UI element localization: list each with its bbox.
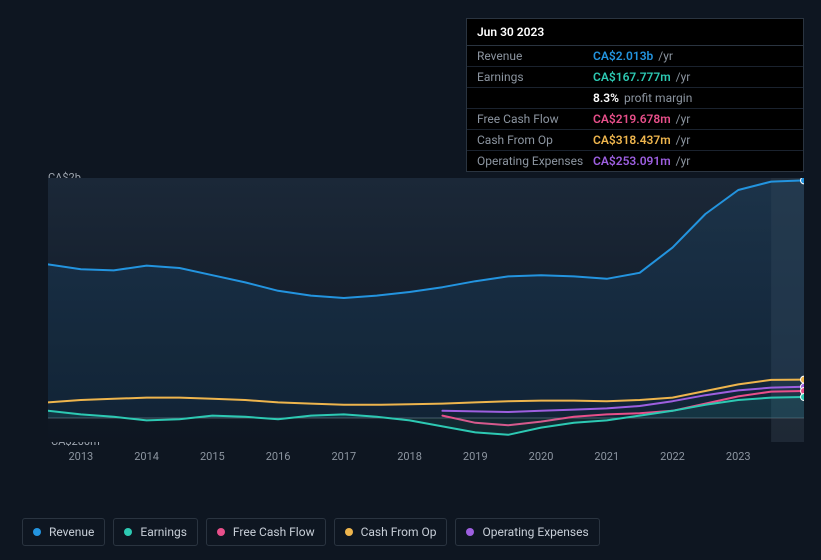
x-axis-tick: 2019 <box>463 450 488 463</box>
line-chart: 2013 2014 2015 2016 2017 2018 2019 2020 2021 2022… <box>48 178 804 476</box>
legend-item-label: Free Cash Flow <box>233 525 315 539</box>
legend-dot-icon <box>345 528 353 536</box>
legend-item[interactable]: Revenue <box>22 518 105 546</box>
tooltip-row: Operating ExpensesCA$253.091m /yr <box>467 151 803 171</box>
x-axis-tick: 2013 <box>69 450 94 463</box>
legend-dot-icon <box>124 528 132 536</box>
tooltip-date: Jun 30 2023 <box>467 19 803 46</box>
legend-item-label: Revenue <box>49 525 94 539</box>
tooltip-row-value: CA$219.678m <box>593 112 671 126</box>
tooltip-row-suffix: /yr <box>673 133 691 147</box>
x-axis-tick: 2023 <box>726 450 751 463</box>
legend-item[interactable]: Free Cash Flow <box>206 518 326 546</box>
legend-item[interactable]: Operating Expenses <box>455 518 599 546</box>
tooltip-row: Cash From OpCA$318.437m /yr <box>467 130 803 151</box>
chart-area: CA$2bCA$0-CA$200m 2013201420152016201720… <box>18 160 808 480</box>
legend-dot-icon <box>466 528 474 536</box>
legend-item[interactable]: Earnings <box>113 518 198 546</box>
tooltip-row-value: CA$318.437m <box>593 133 671 147</box>
tooltip-row-label: Revenue <box>477 49 593 63</box>
tooltip-row: Free Cash FlowCA$219.678m /yr <box>467 109 803 130</box>
x-axis-tick: 2014 <box>134 450 159 463</box>
legend-item-label: Cash From Op <box>361 525 437 539</box>
x-axis-tick: 2017 <box>331 450 356 463</box>
x-axis-tick: 2016 <box>266 450 291 463</box>
legend-item-label: Operating Expenses <box>482 525 588 539</box>
tooltip-row-label: Earnings <box>477 70 593 84</box>
tooltip-row-value: CA$253.091m <box>593 154 671 168</box>
x-axis-tick: 2020 <box>529 450 554 463</box>
tooltip-row-label: Free Cash Flow <box>477 112 593 126</box>
tooltip-panel: Jun 30 2023 RevenueCA$2.013b /yrEarnings… <box>466 18 804 172</box>
tooltip-row-value: CA$167.777m <box>593 70 671 84</box>
tooltip-row-label: Cash From Op <box>477 133 593 147</box>
x-axis-tick: 2021 <box>594 450 619 463</box>
tooltip-row-value: 8.3% <box>593 91 619 105</box>
tooltip-row-suffix: /yr <box>655 49 673 63</box>
tooltip-row-value: CA$2.013b <box>593 49 653 63</box>
legend: Revenue Earnings Free Cash Flow Cash From O… <box>22 518 600 546</box>
tooltip-row-suffix: profit margin <box>621 91 692 105</box>
tooltip-row: EarningsCA$167.777m /yr <box>467 67 803 88</box>
tooltip-row-label <box>477 91 593 105</box>
tooltip-row-suffix: /yr <box>673 112 691 126</box>
x-axis-tick: 2022 <box>660 450 685 463</box>
x-axis-tick: 2015 <box>200 450 225 463</box>
x-axis-tick: 2018 <box>397 450 422 463</box>
tooltip-row-label: Operating Expenses <box>477 154 593 168</box>
legend-dot-icon <box>33 528 41 536</box>
legend-item-label: Earnings <box>140 525 187 539</box>
tooltip-row-suffix: /yr <box>673 154 691 168</box>
tooltip-row-suffix: /yr <box>673 70 691 84</box>
legend-item[interactable]: Cash From Op <box>334 518 448 546</box>
tooltip-row: 8.3% profit margin <box>467 88 803 109</box>
legend-dot-icon <box>217 528 225 536</box>
tooltip-row: RevenueCA$2.013b /yr <box>467 46 803 67</box>
